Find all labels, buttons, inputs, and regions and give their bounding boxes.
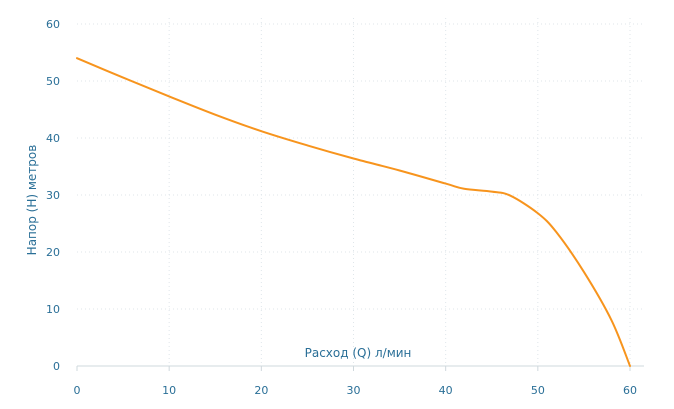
y-tick-label: 50 — [46, 75, 60, 88]
x-axis-title: Расход (Q) л/мин — [305, 346, 412, 360]
series-line — [76, 57, 631, 367]
grid — [77, 18, 644, 366]
x-tick-label: 60 — [623, 384, 637, 397]
y-tick-label: 20 — [46, 246, 60, 259]
y-tick-label: 0 — [53, 360, 60, 373]
x-tick-label: 20 — [254, 384, 268, 397]
tick-labels: 0 10 20 30 40 50 60 0 10 20 30 40 50 60 — [46, 18, 637, 397]
x-tick-label: 10 — [162, 384, 176, 397]
y-tick-label: 40 — [46, 132, 60, 145]
y-tick-label: 60 — [46, 18, 60, 31]
x-tick-label: 40 — [439, 384, 453, 397]
series-group — [76, 57, 631, 367]
axes — [76, 365, 644, 371]
x-tick-label: 0 — [74, 384, 81, 397]
y-axis-title: Напор (Н) метров — [25, 145, 39, 256]
x-tick-label: 50 — [531, 384, 545, 397]
x-tick-label: 30 — [347, 384, 361, 397]
y-tick-label: 10 — [46, 303, 60, 316]
y-tick-label: 30 — [46, 189, 60, 202]
